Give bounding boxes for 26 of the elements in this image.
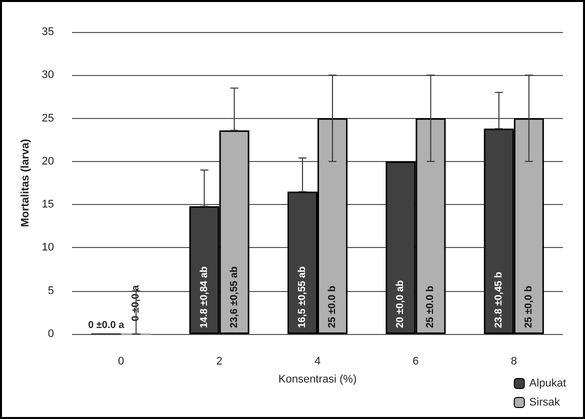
legend-label: Sirsak [529,396,560,408]
y-tick-label: 30 [42,69,54,82]
y-axis-title: Mortalitas (larva) [19,138,32,228]
data-label: 0 ±0.0 a [88,320,125,331]
x-tick-label: 6 [412,356,419,368]
data-label: 23,6 ±0,55 ab [228,266,240,328]
y-tick-label: 5 [48,284,54,297]
x-axis-title: Konsentrasi (%) [278,374,357,386]
legend-label: Alpukat [529,378,566,390]
data-label: 25 ±0.0 b [425,286,436,328]
data-label: 14.8 ±0,84 ab [198,266,210,328]
data-label: 20 ±0,0 ab [395,280,406,328]
y-tick-label: 10 [42,242,54,254]
x-tick-label: 8 [510,356,517,368]
y-tick-label: 35 [42,26,54,38]
x-tick-label: 2 [216,356,222,368]
y-tick-label: 20 [42,155,54,168]
y-tick-label: 15 [42,198,54,211]
data-label: 23.8 ±0,45 b [493,272,504,328]
data-label: 25 ±0.0 b [327,286,338,328]
y-tick-label: 25 [42,112,54,124]
y-tick-label: 0 [48,328,54,340]
data-label: 25 ±0,0 b [523,286,534,328]
data-label: 16,5 ±0,55 ab [297,266,308,328]
x-tick-label: 0 [118,356,124,368]
x-tick-label: 4 [314,356,321,368]
